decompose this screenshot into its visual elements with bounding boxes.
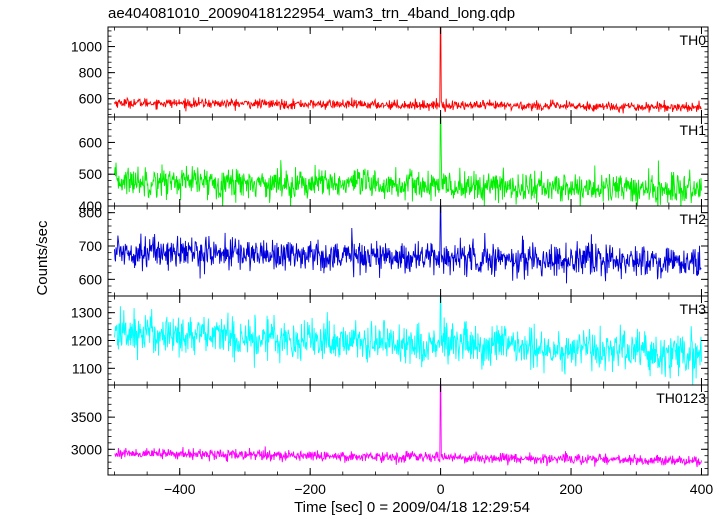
panel-label: TH0123 (656, 390, 706, 406)
y-tick-label: 700 (79, 238, 103, 254)
x-tick-label: 0 (437, 481, 445, 497)
x-tick-label: 200 (559, 481, 583, 497)
x-axis-title: Time [sec] 0 = 2009/04/18 12:29:54 (294, 499, 530, 516)
panel-th0123: 3000 3500 TH0123 (71, 384, 709, 476)
series-line-th3 (114, 296, 702, 385)
y-tick-label: 1200 (71, 333, 102, 349)
panel-th0: 600 800 1000 TH0 (71, 26, 709, 118)
panel-th2: 600 700 800 TH2 (79, 205, 709, 297)
y-tick-label: 400 (79, 198, 103, 214)
y-tick-label: 500 (79, 166, 103, 182)
y-tick-label: 600 (79, 91, 103, 107)
x-tick-label: 400 (690, 481, 714, 497)
series-line-th2 (114, 206, 702, 284)
y-tick-label: 600 (79, 271, 103, 287)
panel-label: TH3 (680, 301, 707, 317)
series-line-th1 (114, 117, 702, 206)
y-tick-label: 600 (79, 134, 103, 150)
x-tick-label: −400 (164, 481, 196, 497)
series-line-th0 (114, 27, 702, 114)
panel-label: TH0 (680, 32, 707, 48)
y-tick-label: 1000 (71, 39, 102, 55)
series-line-th0123 (114, 385, 702, 468)
panel-label: TH1 (680, 122, 707, 138)
panel-label: TH2 (680, 211, 707, 227)
panel-frame (107, 384, 709, 476)
y-tick-label: 3500 (71, 409, 102, 425)
panel-th1: 400 500 600 TH1 (79, 116, 709, 214)
y-tick-label: 1100 (72, 360, 102, 376)
x-tick-label: −200 (294, 481, 326, 497)
y-tick-label: 3000 (71, 441, 102, 457)
y-tick-label: 800 (79, 65, 103, 81)
y-tick-label: 800 (79, 205, 103, 221)
x-axis: −400 −200 0 200 400 (164, 481, 713, 497)
panel-th3: 1100 1200 1300 TH3 (71, 295, 709, 386)
panels: 600 800 1000 TH0 400 500 600 TH1 600 700 800 TH2 110… (71, 26, 709, 476)
panel-frame (107, 205, 709, 297)
y-axis-title: Counts/sec (34, 220, 51, 296)
y-tick-label: 1300 (71, 305, 102, 321)
chart-title: ae404081010_20090418122954_wam3_trn_4ban… (108, 5, 515, 22)
